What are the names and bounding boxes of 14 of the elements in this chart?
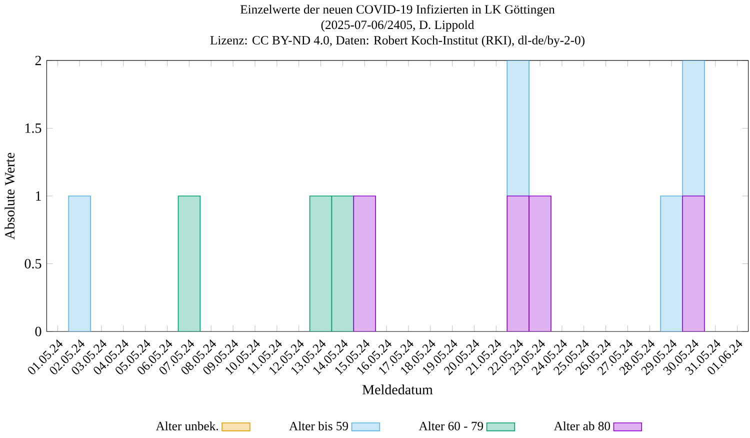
y-tick-label: 0 — [35, 326, 42, 336]
legend-label: Alter unbek. — [156, 421, 218, 430]
x-axis-title: Meldedatum — [362, 384, 433, 394]
legend-label: Alter 60 - 79 — [418, 421, 484, 430]
chart-title: Einzelwerte der neuen COVID-19 Infizierten in LK Göttingen — [240, 4, 555, 16]
legend-label: Alter bis 59 — [289, 421, 348, 430]
y-tick-label: 1 — [36, 191, 41, 201]
legend-label: Alter ab 80 — [554, 421, 610, 430]
y-tick-label: 1.5 — [25, 124, 42, 133]
chart-subtitle: (2025-07-06/2405, D. Lippold — [321, 20, 474, 32]
y-tick-label: 2 — [35, 56, 41, 66]
y-tick-label: 0.5 — [24, 259, 42, 269]
y-axis-title: Absolute Werte — [4, 152, 15, 240]
text: Lizenz: CC BY-ND 4.0, Daten: Robert Koch-Institut (RKI), dl-de/by-2-0) — [210, 36, 584, 48]
